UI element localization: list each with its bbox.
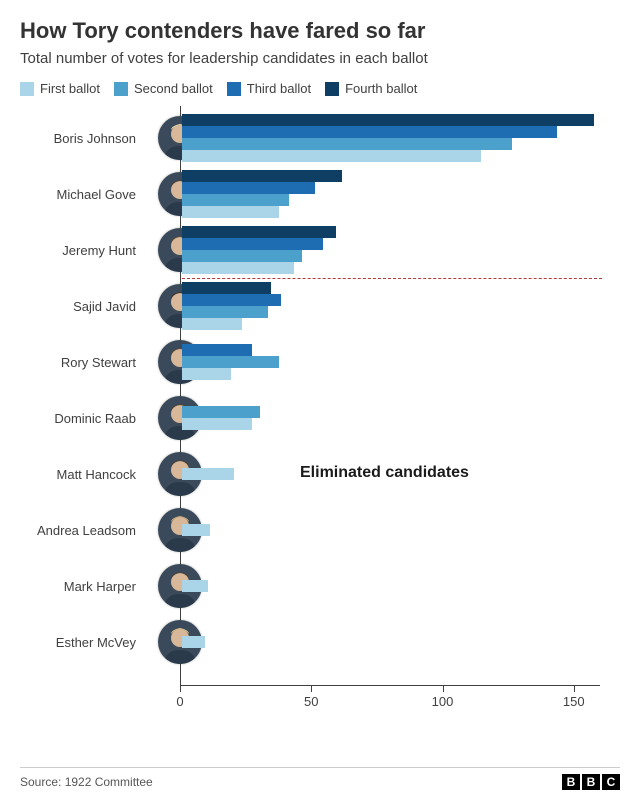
bar — [182, 150, 481, 162]
bbc-logo-block: B — [562, 774, 580, 790]
eliminated-label: Eliminated candidates — [300, 464, 469, 482]
candidate-name: Sajid Javid — [20, 299, 136, 314]
bars-group — [182, 226, 602, 274]
bbc-logo: BBC — [562, 774, 620, 790]
legend-label: Third ballot — [247, 81, 311, 96]
legend-label: Second ballot — [134, 81, 213, 96]
candidate-name: Dominic Raab — [20, 411, 136, 426]
x-tick-mark — [443, 686, 444, 692]
x-axis-ticks: 050100150 — [180, 686, 600, 716]
bar — [182, 580, 208, 592]
candidate-name: Boris Johnson — [20, 131, 136, 146]
legend-label: First ballot — [40, 81, 100, 96]
legend-label: Fourth ballot — [345, 81, 417, 96]
bar — [182, 250, 303, 262]
bbc-logo-block: B — [582, 774, 600, 790]
bar — [182, 126, 557, 138]
bar — [182, 406, 261, 418]
bars-group — [182, 394, 602, 442]
candidate-name: Esther McVey — [20, 635, 136, 650]
bar — [182, 114, 594, 126]
x-tick-mark — [180, 686, 181, 692]
bar — [182, 138, 513, 150]
bar — [182, 194, 290, 206]
bars-group — [182, 562, 602, 610]
legend-swatch — [114, 82, 128, 96]
source-text: Source: 1922 Committee — [20, 775, 153, 789]
legend-item: First ballot — [20, 81, 100, 96]
legend-swatch — [227, 82, 241, 96]
bar — [182, 356, 279, 368]
candidate-name: Rory Stewart — [20, 355, 136, 370]
legend-item: Fourth ballot — [325, 81, 417, 96]
bar — [182, 418, 253, 430]
legend-swatch — [20, 82, 34, 96]
candidate-row: Dominic Raab — [20, 390, 620, 446]
bar — [182, 294, 282, 306]
footer: Source: 1922 Committee BBC — [20, 767, 620, 790]
bars-group — [182, 506, 602, 554]
bars-group — [182, 338, 602, 386]
candidate-row: Boris Johnson — [20, 110, 620, 166]
x-tick-label: 0 — [176, 694, 183, 709]
candidate-name: Mark Harper — [20, 579, 136, 594]
bar — [182, 262, 295, 274]
bar — [182, 468, 235, 480]
candidate-row: Mark Harper — [20, 558, 620, 614]
bars-group — [182, 282, 602, 330]
x-tick-label: 150 — [563, 694, 585, 709]
candidate-row: Jeremy Hunt — [20, 222, 620, 278]
rows-container: Boris Johnson Michael Gove Jeremy Hunt S… — [20, 110, 620, 670]
candidate-row: Andrea Leadsom — [20, 502, 620, 558]
bar — [182, 238, 324, 250]
bar — [182, 636, 206, 648]
bbc-logo-block: C — [602, 774, 620, 790]
bar — [182, 344, 253, 356]
legend-item: Third ballot — [227, 81, 311, 96]
legend-item: Second ballot — [114, 81, 213, 96]
legend: First ballot Second ballot Third ballot Fou… — [20, 81, 620, 96]
bar — [182, 226, 337, 238]
x-tick-mark — [574, 686, 575, 692]
bar — [182, 306, 269, 318]
legend-swatch — [325, 82, 339, 96]
candidate-row: Rory Stewart — [20, 334, 620, 390]
x-tick-label: 100 — [432, 694, 454, 709]
candidate-row: Sajid Javid — [20, 278, 620, 334]
x-tick-mark — [311, 686, 312, 692]
bar — [182, 318, 242, 330]
chart: Boris Johnson Michael Gove Jeremy Hunt S… — [20, 106, 620, 726]
bar — [182, 170, 342, 182]
candidate-row: Esther McVey — [20, 614, 620, 670]
candidate-name: Matt Hancock — [20, 467, 136, 482]
bar — [182, 368, 232, 380]
bar — [182, 282, 271, 294]
chart-subtitle: Total number of votes for leadership can… — [20, 50, 620, 67]
bars-group — [182, 114, 602, 162]
cutoff-line — [182, 278, 602, 279]
bars-group — [182, 618, 602, 666]
candidate-row: Michael Gove — [20, 166, 620, 222]
bar — [182, 182, 316, 194]
bar — [182, 206, 279, 218]
bar — [182, 524, 211, 536]
candidate-name: Andrea Leadsom — [20, 523, 136, 538]
candidate-name: Jeremy Hunt — [20, 243, 136, 258]
x-tick-label: 50 — [304, 694, 318, 709]
chart-title: How Tory contenders have fared so far — [20, 18, 620, 44]
bars-group — [182, 170, 602, 218]
candidate-name: Michael Gove — [20, 187, 136, 202]
